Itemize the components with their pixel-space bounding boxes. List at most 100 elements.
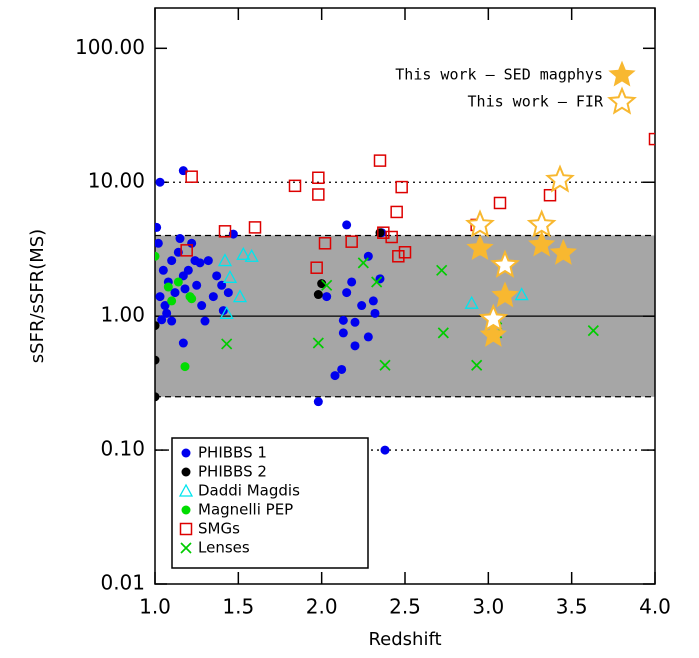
y-tick-label: 1.00 bbox=[100, 303, 145, 327]
point bbox=[465, 209, 495, 238]
point bbox=[464, 295, 479, 309]
point bbox=[312, 171, 325, 185]
point bbox=[357, 257, 369, 269]
point bbox=[322, 292, 332, 302]
point bbox=[371, 276, 383, 288]
point bbox=[312, 337, 324, 349]
point bbox=[155, 392, 160, 402]
data-layer bbox=[155, 132, 655, 455]
legend-label: This work – SED magphys bbox=[395, 66, 603, 84]
point bbox=[173, 277, 183, 287]
point bbox=[514, 287, 529, 301]
point bbox=[288, 179, 302, 193]
point bbox=[380, 445, 390, 455]
point bbox=[158, 265, 168, 275]
point bbox=[155, 355, 160, 365]
legend-label: This work – FIR bbox=[468, 93, 604, 111]
point bbox=[197, 301, 207, 311]
point bbox=[155, 222, 162, 232]
point bbox=[545, 164, 575, 193]
x-axis-title: Redshift bbox=[368, 629, 441, 650]
point bbox=[160, 301, 170, 311]
x-tick-label: 1.0 bbox=[139, 595, 171, 619]
point bbox=[232, 289, 248, 303]
point bbox=[357, 301, 367, 311]
point bbox=[342, 288, 352, 298]
point bbox=[192, 280, 202, 290]
point bbox=[345, 235, 358, 248]
point bbox=[648, 132, 655, 146]
point bbox=[170, 288, 180, 298]
point bbox=[155, 251, 160, 261]
point bbox=[608, 60, 636, 87]
point bbox=[587, 325, 599, 337]
point bbox=[379, 359, 391, 371]
x-tick-label: 3.0 bbox=[472, 595, 504, 619]
point bbox=[203, 256, 213, 266]
point bbox=[436, 264, 448, 276]
point bbox=[466, 234, 494, 261]
point bbox=[549, 238, 577, 265]
x-tick-label: 4.0 bbox=[639, 595, 671, 619]
point bbox=[479, 321, 507, 347]
legend-label: PHIBBS 1 bbox=[198, 444, 267, 462]
point bbox=[342, 220, 352, 230]
y-tick-label: 10.00 bbox=[88, 169, 145, 193]
point bbox=[350, 341, 360, 351]
point bbox=[318, 237, 332, 250]
point bbox=[218, 225, 232, 238]
point bbox=[248, 221, 262, 234]
point bbox=[167, 296, 177, 306]
point bbox=[363, 332, 373, 342]
point bbox=[217, 280, 227, 290]
point bbox=[155, 177, 165, 187]
legend-marker bbox=[181, 505, 191, 515]
point bbox=[313, 290, 323, 300]
legend-marker bbox=[179, 522, 193, 536]
point bbox=[312, 188, 325, 201]
x-tick-label: 2.5 bbox=[389, 595, 421, 619]
x-tick-label: 3.5 bbox=[556, 595, 588, 619]
point bbox=[195, 258, 205, 268]
legend-box bbox=[171, 437, 369, 569]
point bbox=[368, 296, 378, 306]
point bbox=[178, 338, 188, 348]
point bbox=[395, 180, 408, 194]
point bbox=[337, 364, 347, 374]
point bbox=[478, 303, 509, 332]
point bbox=[491, 281, 519, 308]
legend-marker bbox=[181, 448, 191, 458]
point bbox=[493, 196, 507, 210]
point bbox=[363, 251, 373, 261]
point bbox=[221, 338, 233, 350]
point bbox=[490, 249, 520, 278]
point bbox=[373, 154, 387, 167]
legend-label: Magnelli PEP bbox=[198, 501, 293, 519]
y-axis-title: sSFR/sSFR(MS) bbox=[27, 229, 48, 363]
point bbox=[330, 371, 340, 381]
point bbox=[162, 308, 172, 318]
legend-marker bbox=[178, 483, 194, 497]
legend-label: SMGs bbox=[198, 520, 240, 538]
point bbox=[175, 234, 185, 244]
legend-label: PHIBBS 2 bbox=[198, 463, 267, 481]
point bbox=[310, 261, 323, 274]
point bbox=[155, 321, 160, 331]
legend-marker bbox=[181, 467, 191, 477]
x-tick-label: 2.0 bbox=[306, 595, 338, 619]
point bbox=[155, 292, 165, 302]
point bbox=[375, 228, 385, 238]
point bbox=[183, 265, 193, 275]
point bbox=[167, 316, 177, 326]
y-tick-label: 0.10 bbox=[100, 437, 145, 461]
point bbox=[437, 327, 449, 339]
point bbox=[528, 230, 556, 257]
point bbox=[313, 397, 323, 407]
point bbox=[350, 317, 360, 327]
legend-label: Daddi Magdis bbox=[198, 482, 300, 500]
point bbox=[392, 250, 405, 263]
point bbox=[370, 308, 380, 318]
point bbox=[167, 256, 177, 266]
point bbox=[212, 271, 222, 281]
